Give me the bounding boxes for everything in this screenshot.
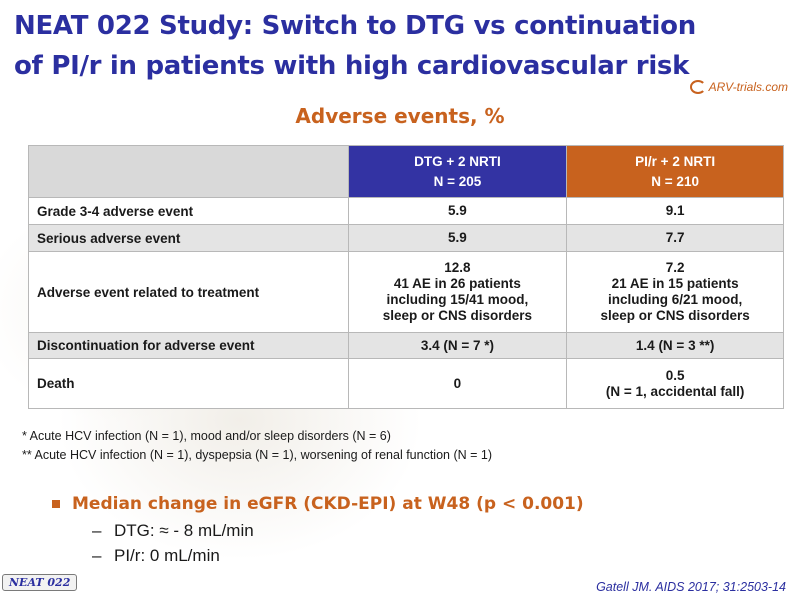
square-bullet-icon: [52, 500, 60, 508]
dtg-value: 5.9: [347, 224, 568, 252]
arv-trials-logo: ARV-trials.com: [689, 80, 788, 94]
value-line: 0: [453, 375, 462, 391]
dash-icon: –: [92, 521, 102, 540]
value-line: including 6/21 mood,: [608, 292, 743, 307]
value-line: 41 AE in 26 patients: [393, 276, 521, 291]
value-line: 21 AE in 15 patients: [611, 276, 739, 291]
pir-value: 1.4 (N = 3 **): [566, 332, 784, 359]
value-line: 7.7: [665, 230, 685, 245]
footnote-1: * Acute HCV infection (N = 1), mood and/…: [22, 429, 391, 443]
value-line: 3.4 (N = 7 *): [420, 337, 494, 353]
dtg-value: 5.9: [347, 197, 568, 225]
footnote-2: ** Acute HCV infection (N = 1), dyspepsi…: [22, 448, 493, 462]
value-line: 7.2: [665, 260, 685, 275]
table-title: Adverse events, %: [295, 104, 505, 128]
header-pir-n: N = 210: [651, 173, 699, 189]
header-dtg: DTG + 2 NRTI N = 205: [347, 145, 568, 198]
pir-value: 0.5 (N = 1, accidental fall): [566, 358, 784, 409]
value-line: 5.9: [448, 230, 467, 245]
title-line-1: NEAT 022 Study: Switch to DTG vs continu…: [14, 11, 696, 41]
row-label: Death: [28, 358, 349, 409]
citation: Gatell JM. AIDS 2017; 31:2503-14: [596, 580, 786, 594]
value-line: including 15/41 mood,: [386, 292, 529, 307]
value-line: 0.5: [665, 367, 685, 383]
dash-icon: –: [92, 546, 102, 565]
dtg-value: 3.4 (N = 7 *): [347, 332, 568, 359]
adverse-events-table: DTG + 2 NRTI N = 205 PI/r + 2 NRTI N = 2…: [28, 145, 784, 409]
table-row: Adverse event related to treatment 12.8 …: [28, 251, 784, 333]
bullet-text: Median change in eGFR (CKD-EPI) at W48 (…: [72, 494, 584, 514]
table-row: Discontinuation for adverse event 3.4 (N…: [28, 332, 784, 359]
value-line: sleep or CNS disorders: [600, 308, 750, 323]
pir-value: 7.2 21 AE in 15 patients including 6/21 …: [566, 251, 784, 333]
table-header-row: DTG + 2 NRTI N = 205 PI/r + 2 NRTI N = 2…: [28, 145, 784, 198]
sub-bullet-text: DTG: ≈ - 8 mL/min: [114, 521, 254, 540]
value-line: 5.9: [448, 203, 467, 218]
header-dtg-n: N = 205: [433, 173, 482, 189]
value-line: 1.4 (N = 3 **): [635, 337, 715, 353]
value-line: (N = 1, accidental fall): [605, 383, 745, 399]
slide-title: NEAT 022 Study: Switch to DTG vs continu…: [14, 6, 704, 86]
row-label: Grade 3-4 adverse event: [28, 197, 349, 225]
table-row: Serious adverse event 5.9 7.7: [28, 224, 784, 252]
table-row: Death 0 0.5 (N = 1, accidental fall): [28, 358, 784, 409]
pir-value: 9.1: [566, 197, 784, 225]
row-label: Serious adverse event: [28, 224, 349, 252]
sub-bullet-dtg: – DTG: ≈ - 8 mL/min: [92, 521, 254, 541]
pir-value: 7.7: [566, 224, 784, 252]
dtg-value: 12.8 41 AE in 26 patients including 15/4…: [347, 251, 568, 333]
egfr-bullet: Median change in eGFR (CKD-EPI) at W48 (…: [52, 494, 584, 514]
sub-bullet-text: PI/r: 0 mL/min: [114, 546, 220, 565]
row-label: Discontinuation for adverse event: [28, 332, 349, 359]
value-line: 9.1: [665, 203, 685, 218]
study-badge: NEAT 022: [2, 574, 78, 591]
dtg-value: 0: [347, 358, 568, 409]
row-label: Adverse event related to treatment: [28, 251, 349, 333]
sub-bullet-pir: – PI/r: 0 mL/min: [92, 546, 220, 566]
logo-text: ARV-trials.com: [708, 80, 788, 94]
header-pir-arm: PI/r + 2 NRTI: [635, 153, 716, 169]
footnotes: * Acute HCV infection (N = 1), mood and/…: [22, 427, 492, 465]
value-line: sleep or CNS disorders: [382, 308, 533, 323]
value-line: 12.8: [444, 260, 471, 275]
logo-mark-icon: [689, 80, 706, 94]
header-pir: PI/r + 2 NRTI N = 210: [566, 145, 784, 198]
header-dtg-arm: DTG + 2 NRTI: [414, 153, 501, 169]
header-empty-cell: [28, 145, 349, 198]
table-row: Grade 3-4 adverse event 5.9 9.1: [28, 197, 784, 225]
title-line-2: of PI/r in patients with high cardiovasc…: [14, 51, 690, 81]
